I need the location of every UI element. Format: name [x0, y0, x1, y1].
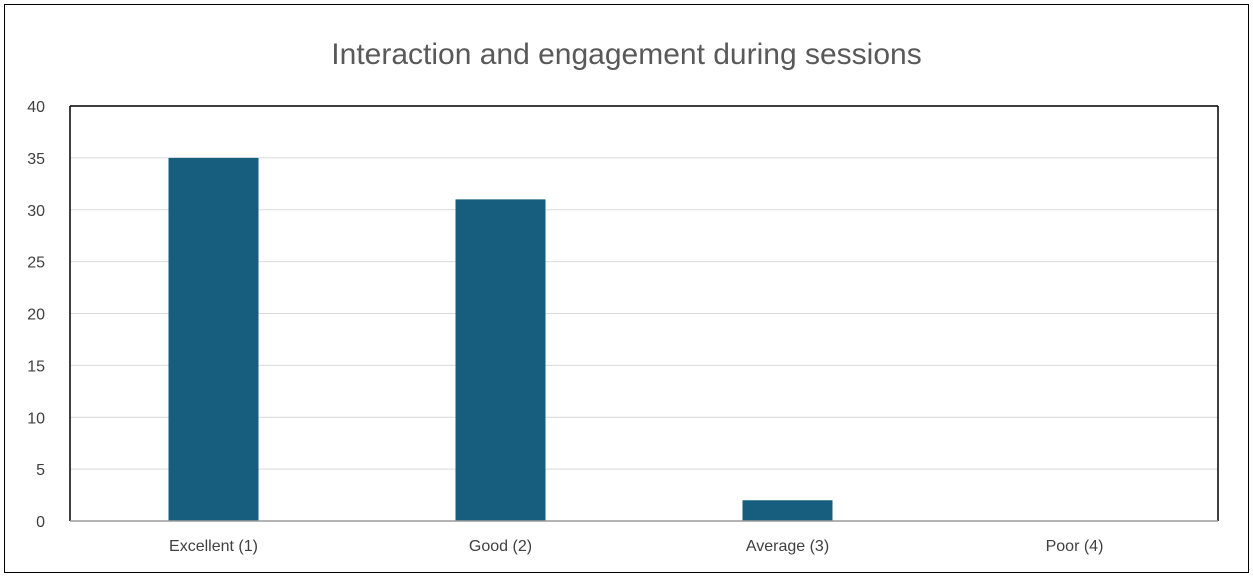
y-tick-label: 40: [27, 99, 45, 116]
x-category-label: Excellent (1): [169, 538, 258, 555]
y-tick-label: 0: [36, 514, 45, 531]
bar-2: [742, 500, 833, 521]
bars: [168, 157, 833, 521]
gridlines: [70, 157, 1218, 470]
axes: [69, 105, 1219, 522]
bar-1: [455, 199, 546, 521]
x-category-label: Poor (4): [1046, 538, 1104, 555]
labels: 0 5 10 15 20 25 30 35 40 Excellent (1) Good (2) Ave…: [27, 99, 1103, 555]
y-tick-label: 30: [27, 203, 45, 220]
x-category-label: Average (3): [746, 538, 829, 555]
chart-title: Interaction and engagement during sessio…: [331, 38, 922, 71]
y-tick-label: 20: [27, 307, 45, 324]
y-tick-label: 15: [27, 358, 45, 375]
bar-0: [168, 157, 259, 521]
y-tick-label: 35: [27, 151, 45, 168]
y-tick-label: 25: [27, 255, 45, 272]
y-tick-label: 10: [27, 410, 45, 427]
x-category-label: Good (2): [469, 538, 532, 555]
y-tick-label: 5: [36, 462, 45, 479]
